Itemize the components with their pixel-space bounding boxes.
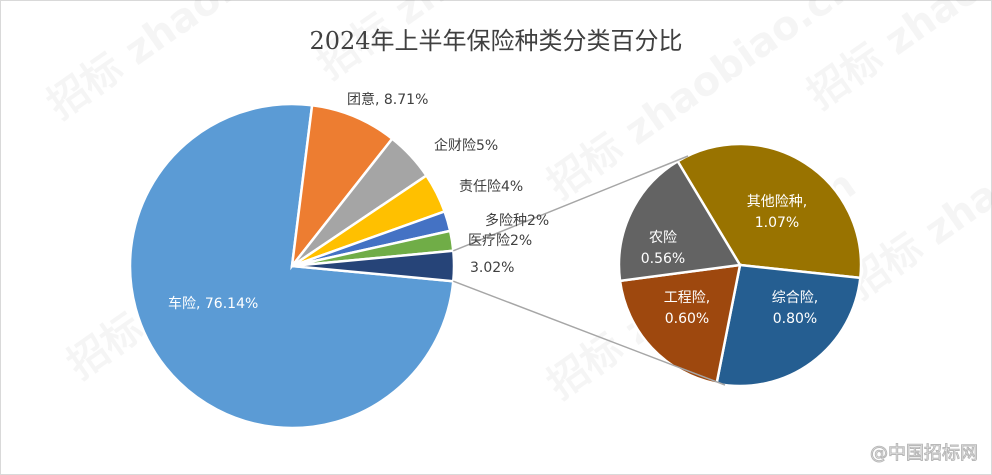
slice-group-accident[interactable] (290, 103, 394, 271)
slice-comprehensive[interactable] (715, 263, 862, 388)
data-label: 3.02% (470, 260, 514, 276)
data-label: 0.56% (641, 251, 685, 267)
data-label: 综合险, (772, 290, 818, 306)
watermark-text: @中国招标网 (870, 443, 979, 465)
slice-other-types[interactable] (675, 142, 863, 280)
chart-title: 2024年上半年保险种类分类百分比 (309, 27, 682, 55)
data-label: 医疗险2% (468, 233, 532, 249)
data-label: 农险 (649, 230, 677, 246)
data-label: 企财险5% (434, 137, 498, 154)
slice-agriculture[interactable] (617, 159, 743, 283)
data-label: 工程险, (664, 290, 710, 306)
data-label: 1.07% (755, 215, 799, 231)
slice-engineering[interactable] (618, 263, 742, 386)
background-watermark: 招标 zhaobiao.cn (839, 62, 992, 309)
slice-other-aggregate[interactable] (291, 249, 456, 283)
data-label: 多险种2% (485, 212, 549, 229)
connector-line-bottom (453, 280, 726, 386)
data-label: 责任险4% (459, 179, 523, 195)
data-label: 0.60% (665, 311, 709, 327)
data-label: 0.80% (773, 311, 817, 327)
data-label: 团意, 8.71% (347, 91, 428, 108)
data-label: 其他险种, (747, 194, 807, 210)
connector-line-top (453, 155, 689, 252)
data-label: 车险, 76.14% (168, 295, 258, 312)
